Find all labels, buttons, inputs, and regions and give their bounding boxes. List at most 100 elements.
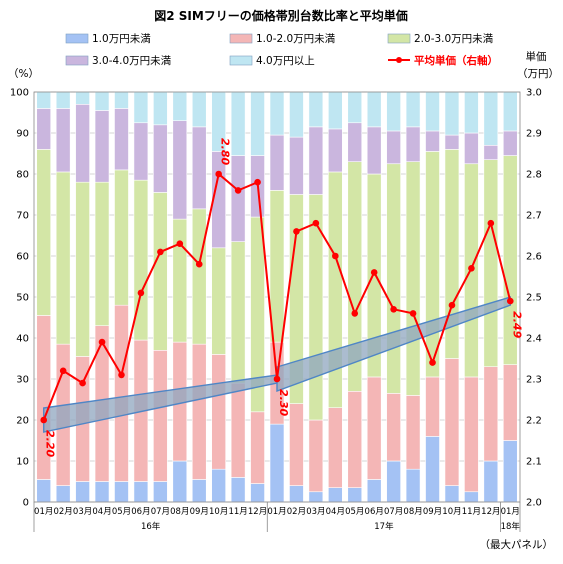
bar-segment-1 — [366, 376, 382, 480]
x-tick-label: 08月 — [403, 507, 422, 517]
value-annotation: 2.30 — [277, 389, 290, 416]
bar-segment-4 — [308, 91, 324, 128]
bar-segment-3 — [308, 126, 324, 195]
bar-segment-2 — [94, 181, 110, 326]
bar-segment-3 — [153, 124, 168, 193]
bar-segment-4 — [366, 91, 382, 128]
legend-line-marker — [396, 57, 402, 63]
x-tick-label: 03月 — [73, 507, 92, 517]
x-tick-label: 11月 — [228, 507, 247, 517]
bar-segment-3 — [114, 108, 129, 171]
bar-segment-0 — [464, 491, 479, 503]
axes: 0 10 20 30 40 50 60 70 80 90 100 2.0 2.1 2.2 2.3 2.4 2.5… — [10, 88, 542, 532]
avg-price-point — [40, 416, 48, 424]
bar-segment-0 — [483, 460, 499, 503]
x-tick-label: 06月 — [365, 507, 384, 517]
bar-segment-2 — [230, 241, 246, 384]
bar-segment-4 — [114, 91, 129, 109]
y-tick-label: 80 — [16, 170, 29, 181]
bar-segment-1 — [464, 376, 479, 493]
y2-tick-label: 2.6 — [526, 252, 542, 263]
x-tick-label: 07月 — [384, 507, 403, 517]
bar-segment-4 — [55, 91, 71, 109]
bar-segment-0 — [347, 487, 363, 503]
bar-segment-2 — [308, 194, 324, 421]
x-tick-label: 08月 — [170, 507, 189, 517]
bar-segment-0 — [153, 481, 168, 503]
bar-segment-0 — [386, 460, 401, 503]
bar-segment-2 — [36, 149, 52, 316]
y-tick-label: 70 — [16, 211, 29, 222]
x-tick-label: 02月 — [287, 507, 306, 517]
bar-segment-1 — [191, 343, 207, 480]
bar-segment-0 — [444, 485, 460, 503]
bar-segment-2 — [405, 161, 421, 396]
legend-swatch-2 — [387, 33, 411, 44]
bar-segment-3 — [230, 155, 246, 242]
avg-price-point — [79, 379, 86, 387]
x-tick-label: 01月 — [501, 507, 520, 517]
avg-price-point — [195, 260, 203, 268]
bar-segment-0 — [308, 491, 324, 503]
y2-tick-label: 2.8 — [526, 170, 542, 181]
x-tick-label: 01月 — [34, 507, 53, 517]
bar-segment-3 — [366, 126, 382, 175]
legend-label-3: 3.0-4.0万円未満 — [92, 55, 172, 67]
y2-tick-label: 2.9 — [526, 129, 542, 140]
bar-segment-0 — [502, 440, 518, 503]
y2-tick-label: 2.3 — [526, 375, 542, 386]
x-tick-label: 09月 — [423, 507, 442, 517]
bar-segment-1 — [502, 364, 518, 441]
avg-price-point — [390, 306, 397, 313]
value-annotation: 2.49 — [510, 311, 523, 338]
avg-price-point — [59, 367, 67, 375]
y-tick-label: 90 — [16, 129, 29, 140]
bar-segment-0 — [75, 481, 90, 503]
legend-line-label: 平均単価（右軸） — [414, 54, 498, 67]
bar-segment-2 — [172, 218, 188, 343]
bar-segment-3 — [269, 134, 285, 191]
left-axis-unit: （%） — [8, 68, 39, 80]
bar-segment-2 — [483, 159, 499, 367]
bar-segment-3 — [464, 132, 479, 165]
bar-segment-3 — [444, 134, 460, 150]
avg-price-point — [273, 375, 281, 383]
bar-segment-0 — [172, 460, 188, 503]
bar-segment-1 — [347, 390, 363, 488]
bar-segment-4 — [191, 91, 207, 128]
bar-segment-0 — [289, 485, 304, 503]
right-axis-unit: （万円） — [517, 68, 559, 80]
x-tick-label: 10月 — [209, 507, 228, 517]
y2-tick-label: 2.7 — [526, 211, 542, 222]
bar-segment-1 — [308, 419, 324, 493]
bar-segment-1 — [250, 411, 265, 484]
bar-segment-2 — [211, 247, 226, 355]
bar-segment-3 — [386, 130, 401, 165]
trend-band-17 — [276, 296, 511, 393]
x-tick-label: 12月 — [481, 507, 500, 517]
bar-segment-4 — [36, 91, 52, 109]
bar-segment-2 — [328, 171, 343, 408]
y-tick-label: 100 — [10, 88, 29, 99]
panel-note: （最大パネル） — [480, 538, 554, 551]
avg-price-point — [332, 252, 339, 260]
avg-price-point — [468, 265, 475, 272]
bar-segment-4 — [133, 91, 149, 124]
y-tick-label: 40 — [16, 334, 29, 345]
plot-frame — [33, 91, 521, 503]
x-tick-label: 07月 — [151, 507, 170, 517]
y2-tick-label: 2.2 — [526, 416, 542, 427]
bar-segment-3 — [133, 122, 149, 181]
right-axis-title: 単価 — [526, 50, 547, 63]
bar-segment-2 — [75, 181, 90, 357]
bar-segment-3 — [55, 108, 71, 173]
bar-segment-0 — [250, 483, 265, 503]
bar-segment-0 — [94, 481, 110, 503]
x-tick-label: 12月 — [248, 507, 267, 517]
bar-segment-0 — [366, 479, 382, 503]
bar-segment-3 — [425, 130, 440, 152]
year-label: 17年 — [374, 521, 394, 532]
avg-price-point — [254, 178, 261, 186]
y2-tick-label: 2.1 — [526, 457, 542, 468]
bar-segment-4 — [464, 91, 479, 134]
